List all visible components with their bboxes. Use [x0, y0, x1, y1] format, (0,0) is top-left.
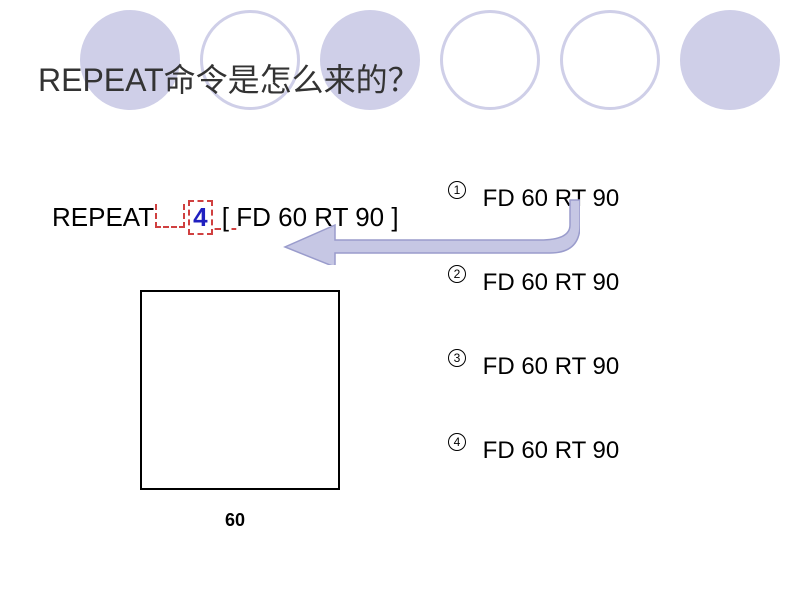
flow-arrow: [270, 195, 580, 265]
circle-4: [440, 10, 540, 110]
command-item: 3 FD 60 RT 90: [448, 353, 619, 381]
repeat-bracket-open: [: [215, 202, 237, 232]
square-side-label: 60: [225, 510, 245, 531]
command-item: 2 FD 60 RT 90: [448, 269, 619, 297]
command-number: 2: [448, 265, 466, 283]
slide-title: REPEAT命令是怎么来的？: [38, 55, 420, 101]
command-text: FD 60 RT 90: [483, 437, 620, 464]
command-text: FD 60 RT 90: [483, 269, 620, 296]
command-number: 4: [448, 433, 466, 451]
circle-6: [680, 10, 780, 110]
repeat-count: 4: [188, 200, 212, 235]
command-number: 3: [448, 349, 466, 367]
circle-5: [560, 10, 660, 110]
square-diagram: [140, 290, 340, 490]
command-text: FD 60 RT 90: [483, 353, 620, 380]
repeat-keyword: REPEAT: [52, 202, 154, 232]
arrow-shape: [285, 200, 580, 265]
command-item: 4 FD 60 RT 90: [448, 437, 619, 465]
repeat-empty-box: [155, 204, 185, 228]
